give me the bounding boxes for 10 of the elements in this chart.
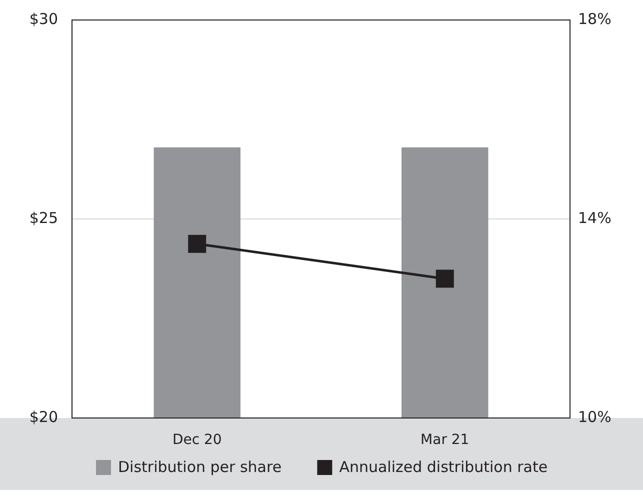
- y2-tick-label: 18%: [578, 10, 612, 28]
- y2-tick-label: 14%: [578, 209, 612, 228]
- x-tick-label: Dec 20: [172, 432, 222, 448]
- legend-label: Distribution per share: [118, 458, 282, 476]
- y2-tick-label: 10%: [578, 408, 612, 426]
- x-tick-label: Mar 21: [420, 432, 470, 448]
- y-tick-label: $20: [29, 408, 58, 426]
- legend-label: Annualized distribution rate: [339, 458, 548, 476]
- y-tick-label: $30: [29, 10, 58, 28]
- y-tick-label: $25: [29, 209, 58, 228]
